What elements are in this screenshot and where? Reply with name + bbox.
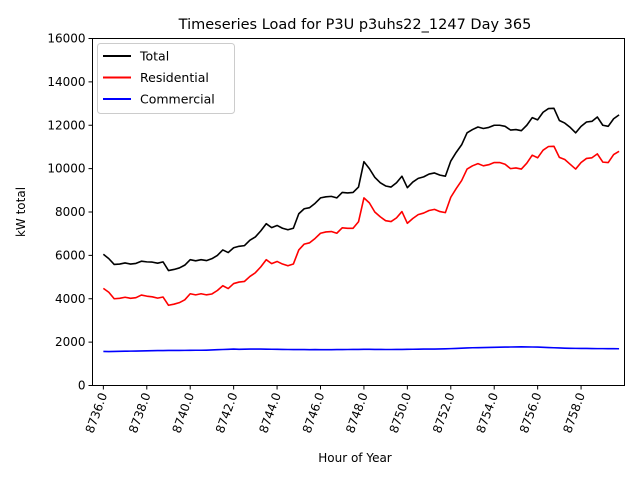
y-tick-label: 0 bbox=[78, 379, 86, 393]
y-tick-label: 10000 bbox=[47, 162, 85, 176]
y-tick-label: 6000 bbox=[55, 248, 86, 262]
legend-label: Commercial bbox=[140, 92, 215, 107]
series-line-total bbox=[102, 107, 620, 272]
y-tick-label: 14000 bbox=[47, 75, 85, 89]
series-line-commercial bbox=[103, 345, 620, 353]
y-axis-ticks: 0 2000 4000 6000 8000 10000 12000 14000 16000 bbox=[47, 32, 93, 393]
y-tick-label: 8000 bbox=[55, 205, 86, 219]
y-axis-label: kW total bbox=[14, 187, 28, 237]
x-axis-label: Hour of Year bbox=[318, 451, 392, 465]
y-tick-label: 16000 bbox=[47, 32, 85, 46]
y-tick-label: 4000 bbox=[55, 292, 86, 306]
plot-lines bbox=[102, 107, 620, 353]
legend-label: Residential bbox=[140, 70, 209, 85]
series-line-residential bbox=[102, 145, 620, 307]
legend-box bbox=[97, 43, 235, 114]
y-tick-label: 12000 bbox=[47, 118, 85, 132]
y-tick-label: 2000 bbox=[55, 335, 86, 349]
legend: Total Residential Commercial bbox=[97, 43, 235, 114]
chart-title: Timeseries Load for P3U p3uhs22_1247 Day… bbox=[178, 17, 532, 33]
legend-label: Total bbox=[139, 49, 169, 64]
